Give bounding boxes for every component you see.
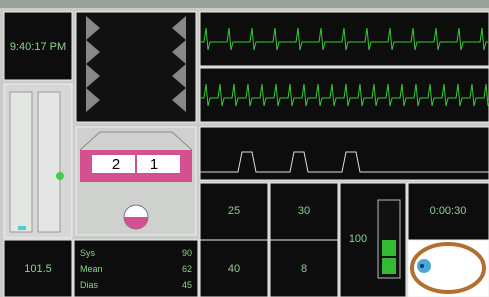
slider[interactable] [38,92,60,232]
tray-left: 2 [112,156,120,173]
tray-right: 1 [150,156,158,173]
title-bar [0,0,489,8]
gauge-bar [382,258,396,274]
bp-label: Mean [80,264,103,274]
readout: 30 [298,205,310,217]
clock: 9:40:17 PM [10,41,66,53]
slider-thumb[interactable] [18,226,26,230]
readout: 25 [228,205,240,217]
readout: 0:00:30 [430,205,467,217]
pupil [420,264,424,268]
readout: 100 [349,233,367,245]
readout: 101.5 [24,263,52,275]
indicator [56,172,64,180]
monitor-screen: 9:40:17 PM 2 1 25 30 100 0:00:30 101.5 S… [0,0,489,297]
bp-value: 45 [182,280,192,290]
bp-label: Sys [80,248,96,258]
readout: 40 [228,263,240,275]
bp-value: 90 [182,248,192,258]
readout: 8 [301,263,307,275]
slider[interactable] [10,92,32,232]
gauge-bar [382,240,396,256]
bp-value: 62 [182,264,192,274]
bp-label: Dias [80,280,99,290]
